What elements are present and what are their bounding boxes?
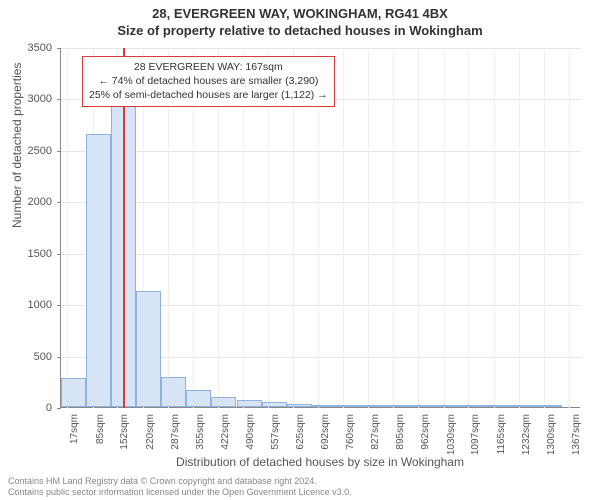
histogram-bar (211, 397, 236, 407)
x-gridline (393, 48, 394, 408)
y-tick-mark (57, 48, 61, 49)
histogram-bar (287, 404, 312, 407)
y-gridline (61, 254, 581, 255)
y-tick-label: 2500 (0, 145, 52, 157)
histogram-bar (512, 405, 537, 407)
annotation-box: 28 EVERGREEN WAY: 167sqm ← 74% of detach… (82, 56, 335, 107)
x-gridline (569, 48, 570, 408)
histogram-bar (86, 134, 111, 407)
y-tick-label: 1000 (0, 299, 52, 311)
histogram-bar (487, 405, 512, 407)
annotation-line-3: 25% of semi-detached houses are larger (… (89, 88, 328, 102)
annotation-line-2: ← 74% of detached houses are smaller (3,… (89, 74, 328, 88)
histogram-bar (262, 402, 287, 407)
footer-line-2: Contains public sector information licen… (8, 487, 352, 498)
x-gridline (67, 48, 68, 408)
y-gridline (61, 48, 581, 49)
histogram-bar (136, 291, 161, 407)
histogram-bar (237, 400, 262, 407)
y-tick-mark (57, 254, 61, 255)
y-tick-label: 2000 (0, 196, 52, 208)
x-gridline (544, 48, 545, 408)
address-title: 28, EVERGREEN WAY, WOKINGHAM, RG41 4BX (0, 0, 600, 21)
x-axis-label: Distribution of detached houses by size … (60, 455, 580, 469)
x-gridline (468, 48, 469, 408)
y-gridline (61, 202, 581, 203)
y-gridline (61, 151, 581, 152)
y-tick-label: 3000 (0, 93, 52, 105)
histogram-bar (61, 378, 86, 407)
histogram-bar (337, 405, 362, 407)
footer-line-1: Contains HM Land Registry data © Crown c… (8, 476, 352, 487)
histogram-bar (462, 405, 487, 407)
histogram-bar (362, 405, 387, 407)
annotation-line-1: 28 EVERGREEN WAY: 167sqm (89, 60, 328, 74)
x-gridline (494, 48, 495, 408)
y-tick-mark (57, 357, 61, 358)
y-tick-mark (57, 202, 61, 203)
histogram-bar (412, 405, 437, 407)
footer-attribution: Contains HM Land Registry data © Crown c… (8, 476, 352, 498)
histogram-bar (437, 405, 462, 407)
y-tick-label: 1500 (0, 248, 52, 260)
y-tick-mark (57, 408, 61, 409)
histogram-bar (537, 405, 562, 407)
chart-subtitle: Size of property relative to detached ho… (0, 21, 600, 42)
y-tick-label: 500 (0, 351, 52, 363)
chart-area: 28 EVERGREEN WAY: 167sqm ← 74% of detach… (60, 48, 580, 408)
y-tick-label: 0 (0, 402, 52, 414)
histogram-bar (387, 405, 412, 407)
histogram-bar (312, 405, 337, 407)
histogram-bar (161, 377, 186, 407)
x-gridline (368, 48, 369, 408)
y-tick-mark (57, 151, 61, 152)
y-tick-label: 3500 (0, 42, 52, 54)
y-tick-mark (57, 305, 61, 306)
x-gridline (418, 48, 419, 408)
x-gridline (444, 48, 445, 408)
y-tick-mark (57, 99, 61, 100)
x-gridline (519, 48, 520, 408)
x-gridline (343, 48, 344, 408)
histogram-bar (186, 390, 211, 407)
